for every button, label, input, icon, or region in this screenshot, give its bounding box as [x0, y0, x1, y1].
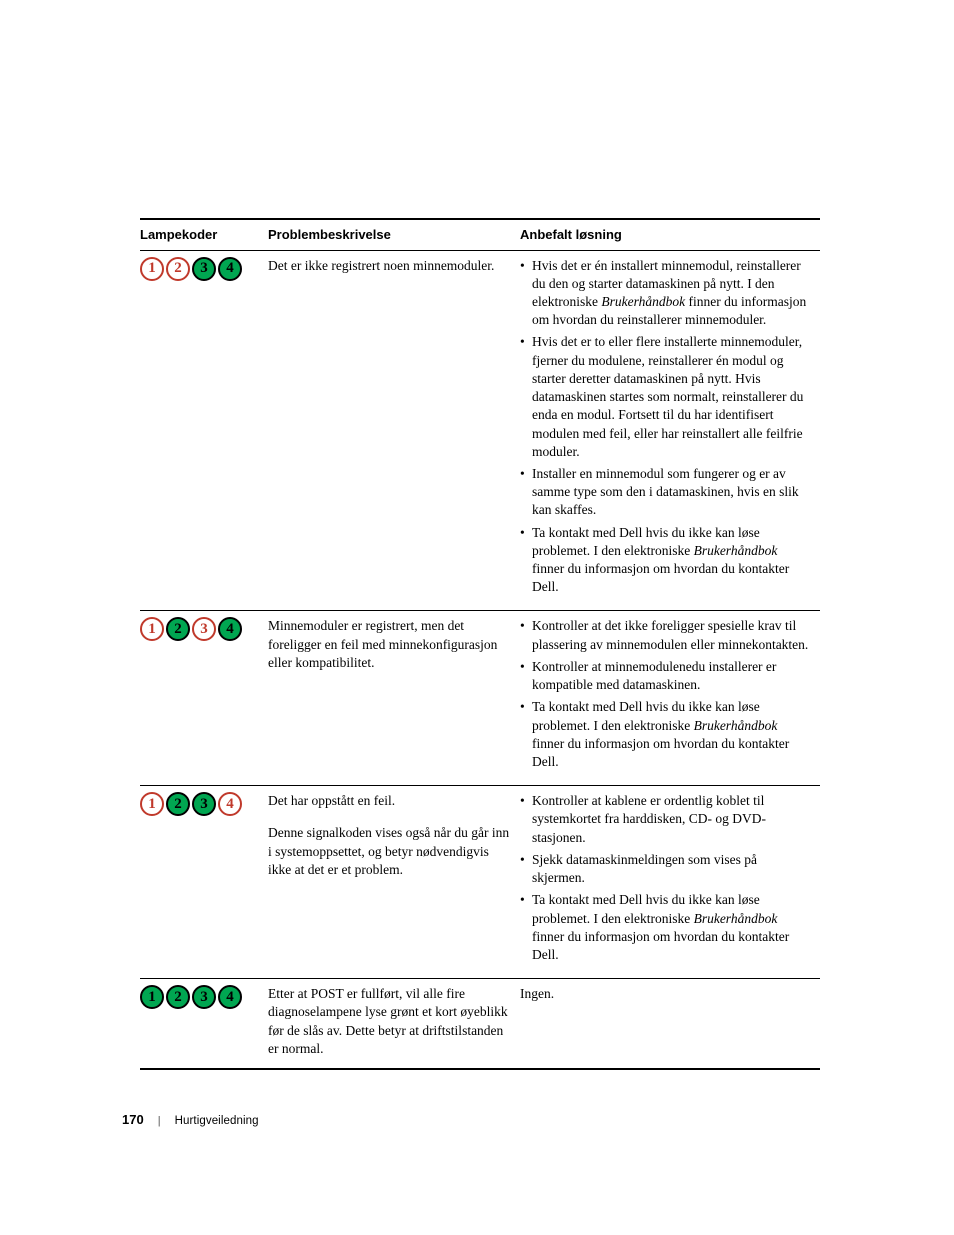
header-lampekoder: Lampekoder [140, 219, 268, 250]
lamp-code-cell: 1234 [140, 611, 268, 786]
lamp-indicator-3: 3 [192, 617, 216, 641]
problem-text: Minnemoduler er registrert, men det fore… [268, 617, 510, 672]
page-content: Lampekoder Problembeskrivelse Anbefalt l… [140, 218, 820, 1070]
table-row: 1234 Det har oppstått en feil. Denne signa… [140, 786, 820, 979]
lamp-code-cell: 1234 [140, 979, 268, 1069]
table-row: 1234 Etter at POST er fullført, vil alle … [140, 979, 820, 1069]
lamp-row: 1234 [140, 792, 258, 816]
recommended-solution-cell: Kontroller at kablene er ordentlig koble… [520, 786, 820, 979]
header-anbefalt: Anbefalt løsning [520, 219, 820, 250]
solution-item: Ta kontakt med Dell hvis du ikke kan løs… [520, 524, 810, 597]
solution-item: Kontroller at det ikke foreligger spesie… [520, 617, 810, 653]
solution-item: Ta kontakt med Dell hvis du ikke kan løs… [520, 891, 810, 964]
solution-text: Ingen. [520, 986, 554, 1001]
solution-item: Hvis det er én installert minnemodul, re… [520, 257, 810, 330]
problem-description-cell: Etter at POST er fullført, vil alle fire… [268, 979, 520, 1069]
solution-item: Sjekk datamaskinmeldingen som vises på s… [520, 851, 810, 887]
problem-text: Etter at POST er fullført, vil alle fire… [268, 985, 510, 1058]
recommended-solution-cell: Ingen. [520, 979, 820, 1069]
solution-item: Ta kontakt med Dell hvis du ikke kan løs… [520, 698, 810, 771]
lamp-indicator-1: 1 [140, 985, 164, 1009]
solution-item: Hvis det er to eller flere installerte m… [520, 333, 810, 461]
lamp-indicator-2: 2 [166, 792, 190, 816]
solution-list: Kontroller at det ikke foreligger spesie… [520, 617, 810, 771]
lamp-indicator-3: 3 [192, 257, 216, 281]
table-body: 1234Det er ikke registrert noen minnemod… [140, 250, 820, 1069]
lamp-indicator-3: 3 [192, 985, 216, 1009]
table-row: 1234 Det er ikke registrert noen minnemod… [140, 250, 820, 611]
problem-description-cell: Minnemoduler er registrert, men det fore… [268, 611, 520, 786]
lamp-row: 1234 [140, 257, 258, 281]
lamp-indicator-1: 1 [140, 792, 164, 816]
lamp-row: 1234 [140, 985, 258, 1009]
recommended-solution-cell: Hvis det er én installert minnemodul, re… [520, 250, 820, 611]
problem-description-cell: Det er ikke registrert noen minnemoduler… [268, 250, 520, 611]
lamp-indicator-2: 2 [166, 617, 190, 641]
table-row: 1234 Minnemoduler er registrert, men det … [140, 611, 820, 786]
lamp-indicator-4: 4 [218, 617, 242, 641]
page-footer: 170 | Hurtigveiledning [122, 1112, 259, 1127]
solution-item: Kontroller at kablene er ordentlig koble… [520, 792, 810, 847]
page-number: 170 [122, 1112, 144, 1127]
solution-list: Hvis det er én installert minnemodul, re… [520, 257, 810, 597]
solution-item: Kontroller at minnemodulenedu installere… [520, 658, 810, 694]
solution-item: Installer en minnemodul som fungerer og … [520, 465, 810, 520]
header-problem: Problembeskrivelse [268, 219, 520, 250]
problem-text: Det er ikke registrert noen minnemoduler… [268, 257, 510, 275]
lamp-code-cell: 1234 [140, 786, 268, 979]
footer-separator: | [158, 1115, 161, 1127]
problem-text: Det har oppstått en feil. [268, 792, 510, 810]
lamp-code-cell: 1234 [140, 250, 268, 611]
lamp-indicator-2: 2 [166, 257, 190, 281]
diagnostics-table: Lampekoder Problembeskrivelse Anbefalt l… [140, 218, 820, 1070]
problem-text: Denne signalkoden vises også når du går … [268, 824, 510, 879]
lamp-indicator-2: 2 [166, 985, 190, 1009]
lamp-indicator-4: 4 [218, 257, 242, 281]
recommended-solution-cell: Kontroller at det ikke foreligger spesie… [520, 611, 820, 786]
lamp-indicator-1: 1 [140, 257, 164, 281]
table-header-row: Lampekoder Problembeskrivelse Anbefalt l… [140, 219, 820, 250]
section-title: Hurtigveiledning [175, 1115, 259, 1127]
lamp-indicator-4: 4 [218, 792, 242, 816]
lamp-indicator-1: 1 [140, 617, 164, 641]
lamp-indicator-4: 4 [218, 985, 242, 1009]
problem-description-cell: Det har oppstått en feil. Denne signalkod… [268, 786, 520, 979]
solution-list: Kontroller at kablene er ordentlig koble… [520, 792, 810, 964]
lamp-indicator-3: 3 [192, 792, 216, 816]
lamp-row: 1234 [140, 617, 258, 641]
